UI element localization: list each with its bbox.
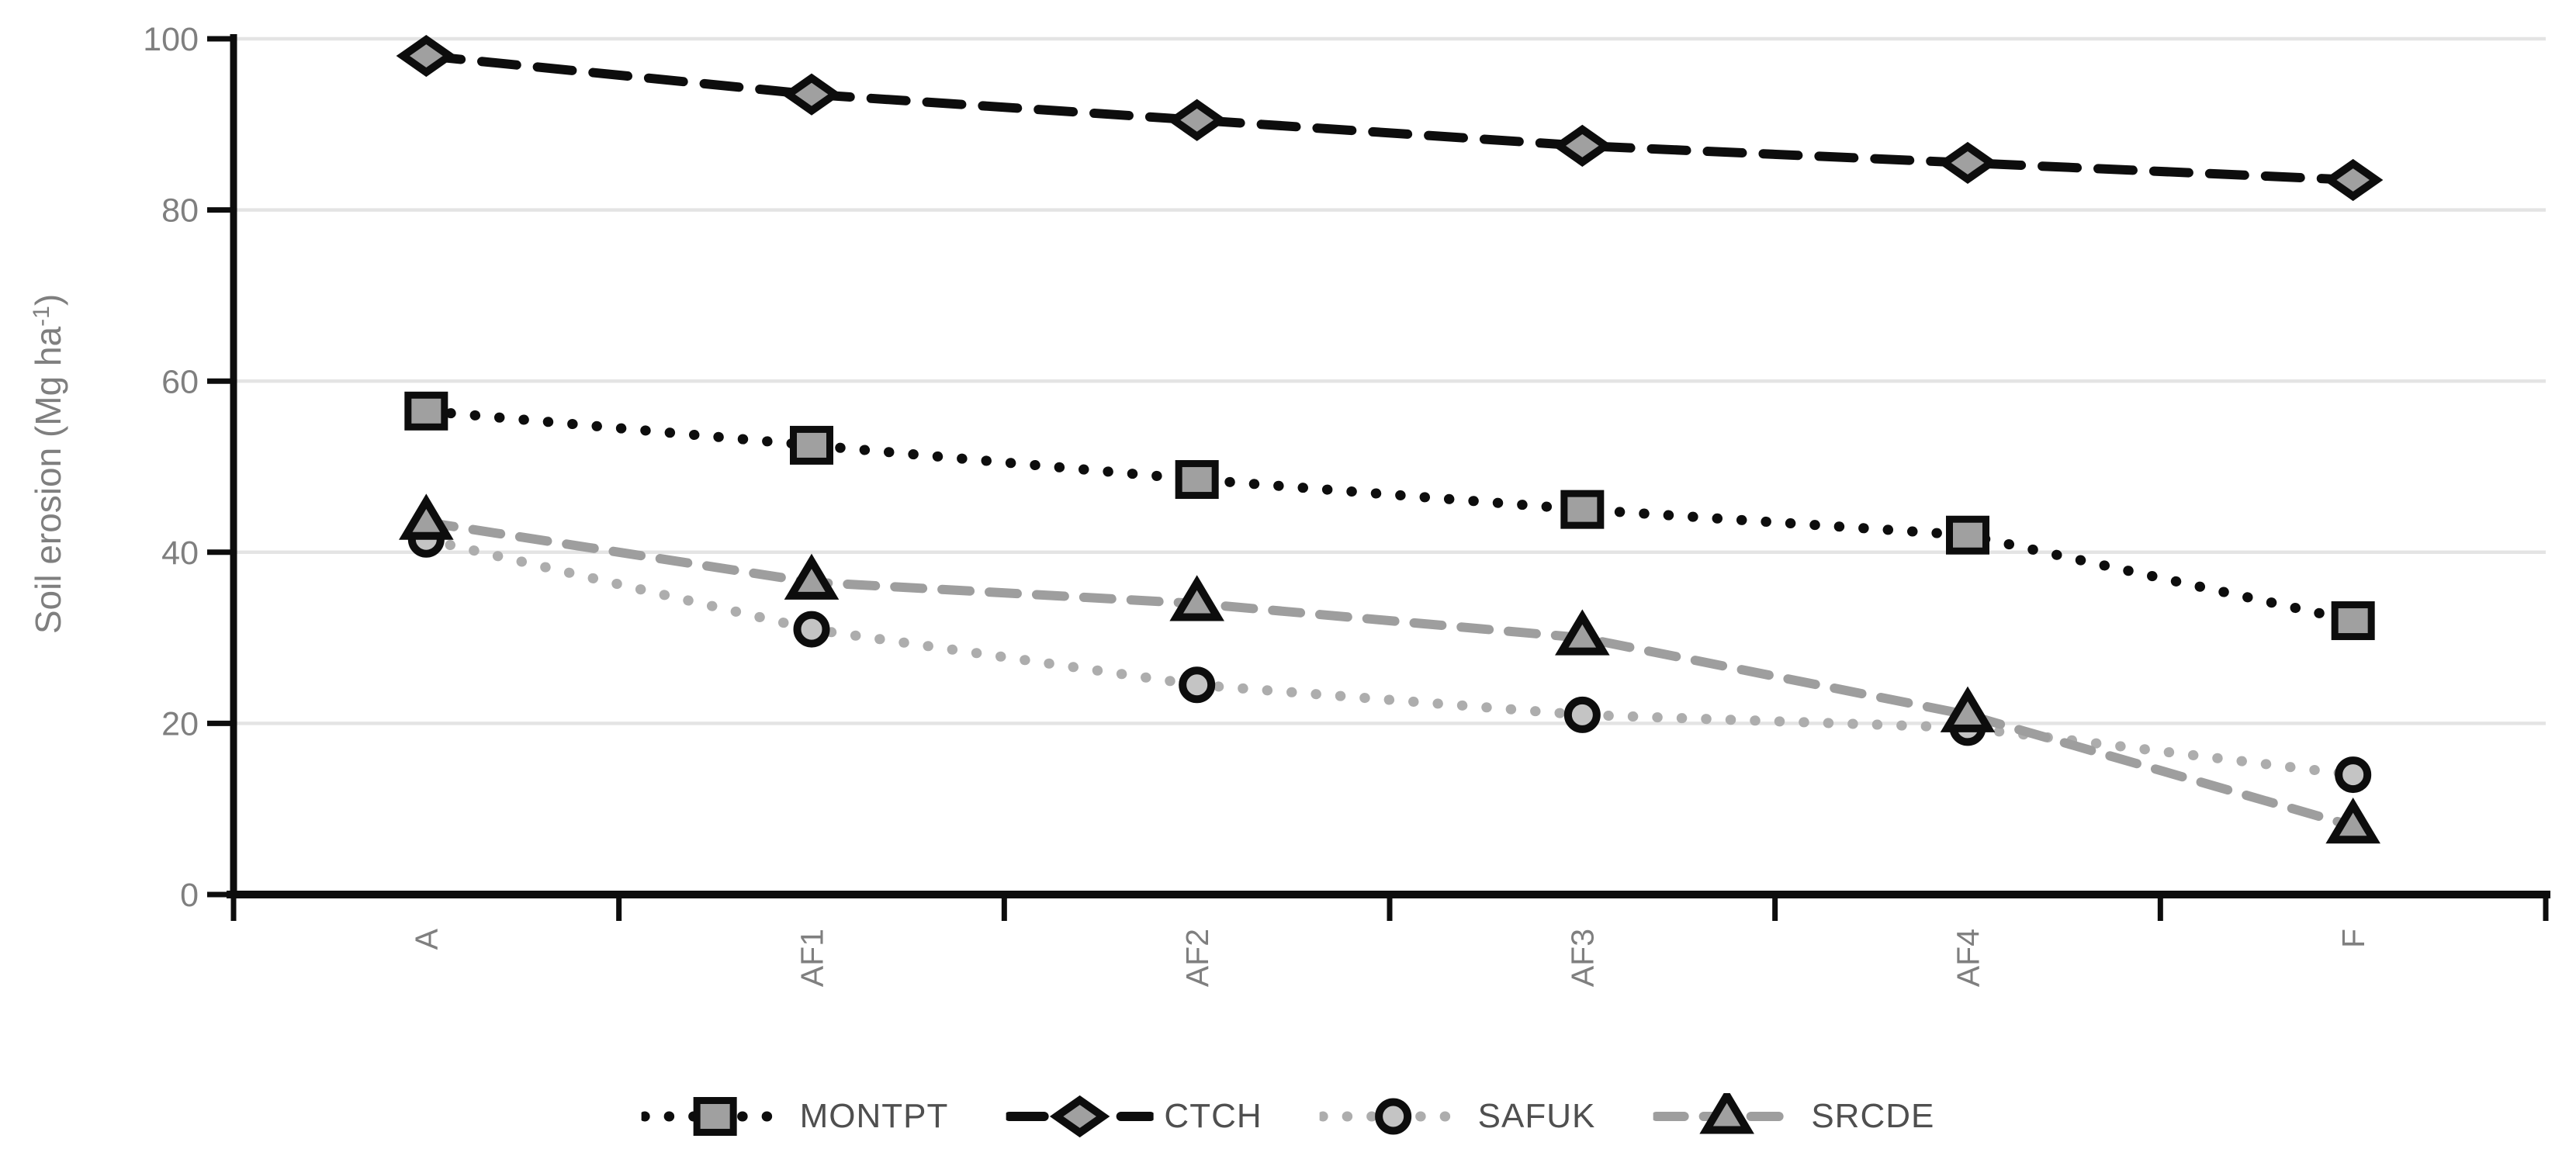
square-marker: [404, 391, 448, 431]
y-tick-label-100: 100: [143, 21, 199, 58]
circle-marker: [2335, 756, 2372, 794]
diamond-marker: [1552, 124, 1613, 167]
legend-item-srcde: SRCDE: [1653, 1093, 1934, 1140]
y-tick-label-0: 0: [180, 877, 199, 914]
x-tick-label-F: F: [2335, 929, 2371, 948]
series-line-srcde: [421, 517, 2358, 831]
axis-labels: 0 20 40 60 80 100 A AF1 AF2 AF3 AF4 F Soil erosion (…: [28, 21, 2371, 987]
diamond-marker: [1049, 1095, 1110, 1138]
series-ctch: [396, 34, 2384, 202]
square-marker: [1560, 490, 1605, 529]
triangle-marker: [1940, 686, 1996, 732]
square-marker: [2331, 601, 2375, 641]
series-line-safuk: [421, 534, 2359, 780]
diamond-marker: [1166, 99, 1227, 141]
circle-marker: [1179, 666, 1216, 704]
series-line-montpt: [421, 406, 2359, 626]
legend-label-ctch: CTCH: [1164, 1097, 1262, 1135]
y-axis-title: Soil erosion (Mg ha-1): [28, 294, 68, 634]
legend-sample-triangle-icon: [1653, 1093, 1801, 1134]
chart-legend: MONTPT CTCH SAFUK SRCDE: [641, 1093, 1935, 1140]
legend-label-montpt: MONTPT: [799, 1097, 949, 1135]
triangle-marker: [1555, 609, 1610, 656]
x-tick-label-AF1: AF1: [794, 929, 829, 987]
x-tick-label-AF4: AF4: [1950, 929, 1986, 987]
diamond-marker: [396, 34, 457, 78]
circle-marker: [793, 611, 830, 648]
x-tick-label-A: A: [409, 928, 445, 950]
legend-label-srcde: SRCDE: [1811, 1097, 1935, 1135]
square-marker: [790, 425, 833, 465]
triangle-marker: [784, 553, 840, 600]
y-tick-label-80: 80: [161, 192, 199, 230]
triangle-marker: [1699, 1093, 1754, 1134]
diamond-marker: [1937, 141, 1998, 185]
legend-item-ctch: CTCH: [1006, 1093, 1262, 1140]
square-marker: [1175, 460, 1219, 500]
triangle-marker: [1169, 575, 1224, 621]
diamond-marker: [2322, 158, 2384, 202]
diamond-marker: [781, 73, 842, 116]
legend-sample-diamond-icon: [1006, 1095, 1154, 1138]
legend-label-safuk: SAFUK: [1477, 1097, 1596, 1135]
y-tick-label-20: 20: [161, 705, 199, 742]
circle-marker: [1375, 1098, 1412, 1135]
series-srcde: [399, 493, 2380, 844]
y-tick-label-40: 40: [161, 535, 199, 572]
legend-item-safuk: SAFUK: [1319, 1093, 1596, 1140]
legend-sample-circle-icon: [1319, 1098, 1467, 1135]
data-series: [396, 34, 2384, 844]
x-tick-label-AF2: AF2: [1179, 929, 1215, 987]
series-line-ctch: [421, 51, 2358, 185]
series-montpt: [404, 391, 2375, 641]
triangle-marker: [2325, 797, 2380, 844]
legend-item-montpt: MONTPT: [641, 1093, 949, 1140]
legend-sample-square-icon: [641, 1097, 789, 1136]
triangle-marker: [399, 493, 454, 540]
circle-marker: [1563, 696, 1601, 733]
square-marker: [693, 1097, 737, 1136]
axes: [207, 34, 2550, 921]
x-tick-label-AF3: AF3: [1565, 929, 1601, 987]
square-marker: [1946, 515, 1989, 555]
y-tick-label-60: 60: [161, 363, 199, 400]
